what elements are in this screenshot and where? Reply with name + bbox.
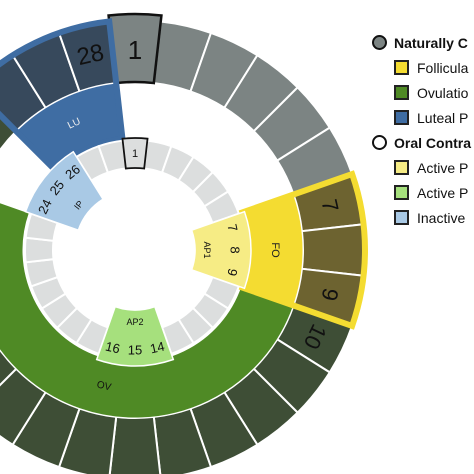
outer-day-1-highlight xyxy=(107,12,163,85)
legend-natural: Naturally C xyxy=(372,30,474,55)
legend-active2-label: Active P xyxy=(417,184,469,201)
inner-ap2-day-label: 15 xyxy=(128,343,142,358)
legend-follicular-label: Follicula xyxy=(417,59,469,76)
circle-filled-icon xyxy=(372,35,387,50)
legend-oral: Oral Contra xyxy=(372,130,474,155)
circle-empty-icon xyxy=(372,135,387,150)
active-pill-1-block xyxy=(190,210,252,290)
luteal-swatch-icon xyxy=(394,110,409,125)
ovulation-swatch-icon xyxy=(394,85,409,100)
outer-day-segment xyxy=(300,223,366,277)
legend-ovulation: Ovulatio xyxy=(372,80,474,105)
legend-active2: Active P xyxy=(372,180,474,205)
inner-day-ring xyxy=(24,137,252,367)
inner-day-segment xyxy=(24,236,55,264)
outer-day-segment xyxy=(108,415,162,474)
legend-follicular: Follicula xyxy=(372,55,474,80)
legend-luteal: Luteal P xyxy=(372,105,474,130)
inactive-pill-block xyxy=(24,150,105,232)
phase-label-luteal: LU xyxy=(66,116,82,131)
outer-day-1-label: 1 xyxy=(128,35,142,65)
active-pill-swatch-icon xyxy=(394,160,409,175)
phase-label-follicular: FO xyxy=(269,242,281,258)
follicular-swatch-icon xyxy=(394,60,409,75)
legend-inactive: Inactive xyxy=(372,205,474,230)
legend-natural-label: Naturally C xyxy=(394,34,468,51)
inner-ap2-day-label: 14 xyxy=(149,339,166,357)
inner-day-1-label: 1 xyxy=(132,148,138,160)
active-pill-2-block xyxy=(95,305,175,367)
phase-label-ovulation: OV xyxy=(96,380,113,394)
inner-day-1-highlight xyxy=(121,137,149,170)
outer-day-segment xyxy=(0,113,18,152)
inner-ap1-day-label: 8 xyxy=(228,246,243,253)
legend-luteal-label: Luteal P xyxy=(417,109,469,126)
ap2-block-label: AP2 xyxy=(126,317,143,327)
inner-ap1-day-label: 7 xyxy=(224,223,240,233)
active-pill-2-swatch-icon xyxy=(394,185,409,200)
inner-ap1-day-label: 9 xyxy=(224,267,240,277)
legend-active1-label: Active P xyxy=(417,159,469,176)
outer-day-9-label: 9 xyxy=(316,286,343,304)
legend-oral-label: Oral Contra xyxy=(394,134,472,151)
legend: Naturally C Follicula Ovulatio Luteal P … xyxy=(372,30,474,230)
legend-active1: Active P xyxy=(372,155,474,180)
ap1-block-label: AP1 xyxy=(202,241,212,258)
outer-day-7-label: 7 xyxy=(316,197,343,215)
outer-day-28-label: 28 xyxy=(74,39,106,71)
legend-inactive-label: Inactive xyxy=(417,209,466,226)
legend-ovulation-label: Ovulatio xyxy=(417,84,469,101)
inactive-swatch-icon xyxy=(394,210,409,225)
inner-ip-day-label: 24 xyxy=(35,197,55,217)
inner-ap2-day-label: 16 xyxy=(104,339,121,357)
